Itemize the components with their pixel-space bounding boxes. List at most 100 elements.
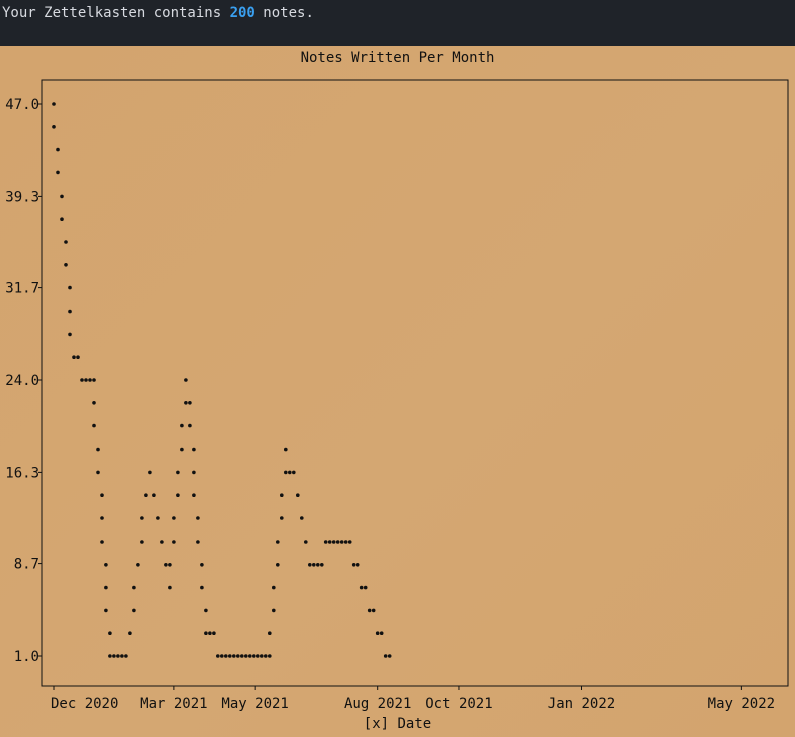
x-axis: Dec 2020 Mar 2021 May 2021 Aug 2021 Oct 2021…	[51, 686, 775, 712]
data-point	[60, 217, 64, 221]
data-point	[316, 563, 320, 567]
x-tick-label: Oct 2021	[425, 696, 492, 712]
data-point	[212, 631, 216, 635]
data-point	[68, 309, 72, 314]
data-point	[156, 516, 160, 520]
data-point	[272, 608, 276, 613]
data-point	[304, 540, 308, 544]
data-point	[188, 401, 192, 405]
data-point	[160, 540, 164, 544]
data-point	[148, 470, 152, 475]
data-point	[184, 378, 188, 382]
data-point	[188, 423, 192, 428]
x-tick-label: May 2022	[708, 696, 775, 712]
data-point	[140, 540, 144, 544]
data-point	[296, 493, 300, 498]
data-point	[68, 285, 72, 290]
note-count-value: 200	[229, 5, 255, 21]
y-axis: 1.0 8.7 16.3 24.0 31.7 39.3 47.0	[5, 97, 42, 665]
data-point	[108, 654, 112, 658]
data-point	[347, 540, 352, 544]
y-tick-label: 1.0	[14, 649, 39, 665]
data-point	[204, 608, 208, 613]
data-point	[92, 378, 96, 382]
data-point	[216, 654, 220, 658]
data-point	[255, 654, 260, 658]
data-point	[200, 585, 204, 590]
plot-frame	[41, 79, 789, 687]
data-point	[124, 654, 128, 658]
data-point	[104, 585, 108, 590]
data-point	[52, 125, 56, 129]
data-point	[335, 540, 340, 544]
data-point	[100, 516, 104, 520]
chart-panel: Notes Written Per Month [x] Date	[0, 46, 795, 737]
data-point	[204, 631, 208, 635]
data-point	[92, 423, 96, 428]
data-point	[144, 493, 148, 498]
note-count-line: Your Zettelkasten contains 200 notes.	[2, 5, 314, 21]
data-point	[172, 516, 176, 520]
data-point	[379, 631, 384, 635]
data-point	[312, 563, 316, 567]
data-point	[80, 378, 84, 382]
data-point	[323, 540, 328, 544]
data-point	[176, 470, 180, 475]
data-point	[88, 378, 92, 382]
x-tick-label: Jan 2022	[548, 696, 615, 712]
data-point	[132, 585, 136, 590]
data-point	[64, 263, 68, 267]
data-point	[248, 654, 252, 658]
data-point	[339, 540, 344, 544]
data-point	[52, 102, 56, 106]
data-point	[196, 516, 200, 520]
data-point	[100, 540, 104, 544]
data-point	[371, 608, 376, 613]
data-point	[200, 563, 204, 567]
data-point	[196, 540, 200, 544]
data-point	[375, 631, 380, 635]
data-point	[116, 654, 120, 658]
data-point	[387, 654, 392, 658]
data-point	[355, 563, 360, 567]
x-axis-label: [x] Date	[363, 716, 432, 732]
x-tick-label: Aug 2021	[344, 696, 411, 712]
data-point	[280, 516, 284, 520]
data-point	[367, 608, 372, 613]
data-point	[343, 540, 348, 544]
data-point	[252, 654, 256, 658]
data-point	[192, 447, 196, 452]
data-point	[152, 493, 156, 498]
data-point	[244, 654, 248, 658]
data-point	[308, 563, 312, 567]
data-point	[268, 654, 272, 658]
data-point	[104, 608, 108, 613]
data-point	[172, 540, 176, 544]
data-point	[132, 608, 136, 613]
data-point	[351, 563, 356, 567]
data-point	[56, 147, 60, 152]
data-point	[180, 423, 184, 428]
y-tick-label: 16.3	[5, 465, 39, 481]
y-tick-label: 39.3	[5, 189, 39, 205]
y-tick-label: 31.7	[5, 281, 39, 297]
data-point	[164, 563, 168, 567]
y-tick-label: 24.0	[5, 373, 39, 389]
data-point	[363, 585, 368, 590]
data-point	[168, 585, 172, 590]
data-point	[104, 563, 108, 567]
terminal-header: Your Zettelkasten contains 200 notes.	[0, 0, 795, 46]
data-point	[288, 470, 292, 475]
data-point	[331, 540, 336, 544]
note-count-prefix: Your Zettelkasten contains	[2, 5, 230, 21]
chart-title: Notes Written Per Month	[300, 50, 495, 66]
data-point	[184, 401, 188, 405]
data-point	[240, 654, 244, 658]
data-point	[208, 631, 212, 635]
data-point	[292, 470, 296, 475]
x-tick-label: May 2021	[221, 696, 288, 712]
data-point	[64, 240, 68, 244]
data-point	[264, 654, 268, 658]
data-point	[284, 447, 288, 452]
